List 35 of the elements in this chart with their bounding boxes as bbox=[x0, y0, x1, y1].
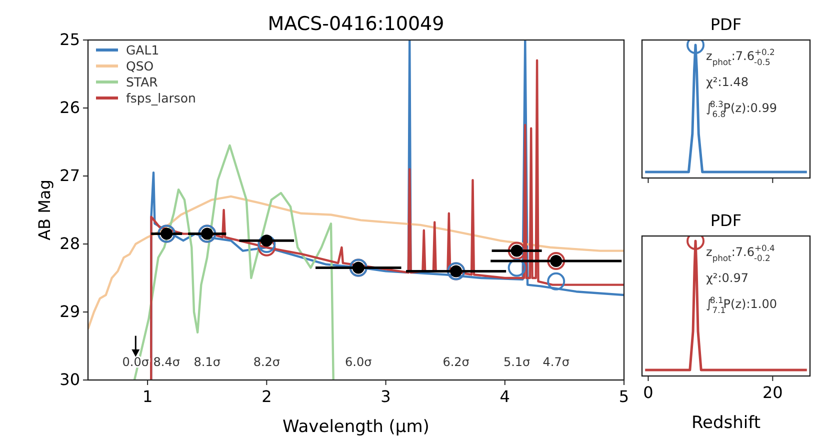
y-tick-label: 25 bbox=[60, 30, 80, 49]
y-tick-label: 28 bbox=[60, 234, 80, 253]
legend-label: GAL1 bbox=[126, 42, 160, 58]
y-tick-label: 27 bbox=[60, 166, 80, 185]
chart-title: MACS-0416:10049 bbox=[268, 13, 444, 35]
x-tick-label: 5 bbox=[618, 387, 630, 406]
chart-title: PDF bbox=[710, 211, 742, 230]
x-tick-label: 3 bbox=[380, 387, 391, 406]
x-tick-label: 1 bbox=[142, 387, 153, 406]
chart-title: PDF bbox=[710, 15, 742, 34]
legend-label: STAR bbox=[126, 74, 158, 90]
annotation: 6.2σ bbox=[442, 355, 470, 369]
y-axis-title: AB Mag bbox=[35, 180, 54, 240]
annotation: ∫$_{6.8}$$^{8.3}$P(z):0.99 bbox=[706, 99, 777, 119]
y-tick-label: 26 bbox=[60, 98, 80, 117]
annotation: 0.0σ bbox=[122, 355, 150, 369]
annotation: 6.0σ bbox=[345, 355, 372, 369]
x-tick-label: 0 bbox=[643, 383, 654, 402]
x-tick-label: 4 bbox=[500, 387, 510, 406]
annotation: 8.2σ bbox=[253, 355, 280, 369]
annotation: 5.1σ bbox=[503, 355, 531, 369]
y-tick-label: 30 bbox=[60, 370, 80, 389]
x-tick-label: 2 bbox=[262, 387, 272, 406]
annotation: 8.4σ bbox=[153, 355, 180, 369]
annotation: ∫$_{7.1}$$^{8.1}$P(z):1.00 bbox=[706, 295, 777, 315]
annotation: 4.7σ bbox=[542, 355, 570, 369]
x-axis-title: Redshift bbox=[691, 413, 761, 433]
x-tick-label: 20 bbox=[762, 383, 783, 402]
x-axis-title: Wavelength (μm) bbox=[282, 417, 430, 437]
annotation: 8.1σ bbox=[194, 355, 221, 369]
legend-label: QSO bbox=[126, 58, 154, 74]
legend-label: fsps_larson bbox=[126, 90, 196, 106]
y-tick-label: 29 bbox=[60, 302, 80, 321]
annotation: χ²:1.48 bbox=[706, 75, 749, 89]
annotation: χ²:0.97 bbox=[706, 271, 749, 285]
